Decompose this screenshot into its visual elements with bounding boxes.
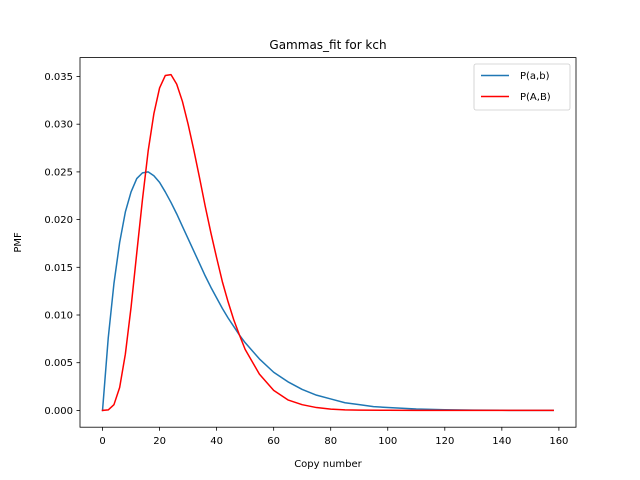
x-tick-label: 80 — [324, 436, 337, 447]
y-tick-label: 0.015 — [44, 263, 73, 274]
y-axis-label: PMF — [13, 232, 24, 253]
axes-frame — [79, 57, 577, 428]
series-line-0 — [101, 171, 554, 412]
plot-area — [79, 57, 577, 428]
x-tick-label: 120 — [435, 436, 454, 447]
x-axis-ticks: 0 20 40 60 80 100 120 140 160 — [99, 427, 568, 447]
y-tick-label: 0.020 — [44, 215, 73, 226]
x-tick-label: 20 — [153, 436, 166, 447]
series-line-1 — [101, 73, 554, 412]
y-tick-label: 0.030 — [44, 120, 73, 131]
x-tick-label: 160 — [549, 436, 568, 447]
x-axis-label: Copy number — [294, 459, 362, 470]
y-tick-label: 0.035 — [44, 72, 73, 83]
axes-background — [80, 57, 576, 428]
x-tick-label: 0 — [99, 436, 105, 447]
x-tick-label: 40 — [210, 436, 223, 447]
y-tick-label: 0.000 — [44, 406, 73, 417]
x-tick-label: 100 — [378, 436, 397, 447]
legend-label-p-a-b: P(a,b) — [520, 71, 550, 82]
y-tick-label: 0.010 — [44, 311, 73, 322]
legend-label-p-A-B: P(A,B) — [520, 92, 551, 103]
legend: P(a,b) P(A,B) — [473, 63, 571, 111]
y-tick-label: 0.005 — [44, 358, 73, 369]
chart-title: Gammas_fit for kch — [269, 38, 386, 52]
x-tick-label: 60 — [267, 436, 280, 447]
y-tick-label: 0.025 — [44, 167, 73, 178]
y-axis-ticks: 0.000 0.005 0.010 0.015 0.020 0.025 0.030 0.035 — [44, 72, 80, 417]
x-tick-label: 140 — [492, 436, 511, 447]
series-layer — [101, 73, 554, 412]
